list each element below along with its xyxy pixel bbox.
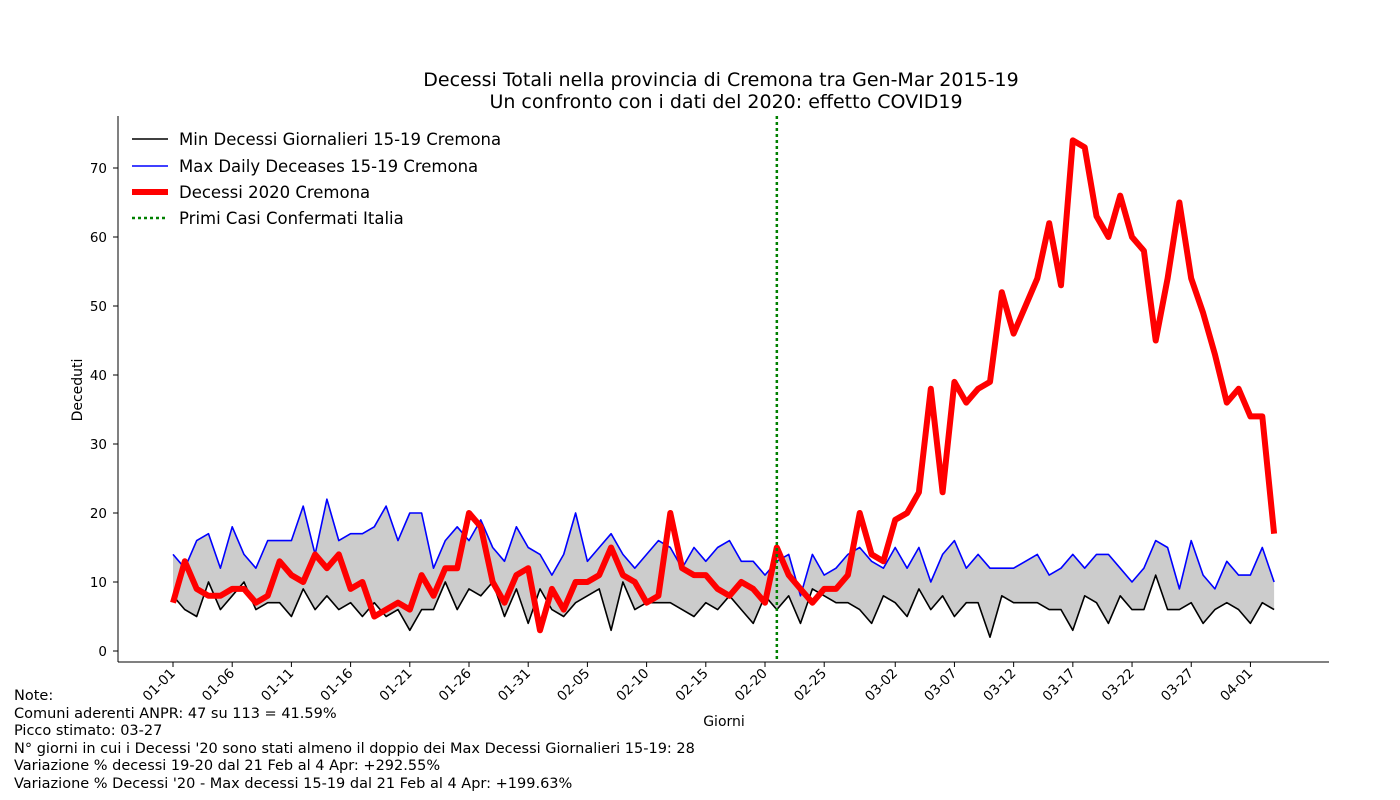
note-line: Variazione % Decessi '20 - Max decessi 1… bbox=[14, 775, 573, 792]
y-tick-label: 20 bbox=[90, 506, 107, 522]
chart-title: Decessi Totali nella provincia di Cremon… bbox=[423, 69, 1018, 91]
min-max-band bbox=[173, 499, 1275, 638]
notes-block: Note: Comuni aderenti ANPR: 47 su 113 = … bbox=[14, 688, 695, 793]
x-tick-label: 04-01 bbox=[1217, 666, 1256, 705]
legend-label-max: Max Daily Deceases 15-19 Cremona bbox=[179, 157, 478, 176]
x-tick-label: 03-22 bbox=[1099, 666, 1138, 705]
series-line-min bbox=[172, 574, 1275, 639]
x-tick-label: 03-02 bbox=[862, 666, 901, 705]
y-tick-label: 70 bbox=[90, 161, 107, 177]
y-tick-label: 50 bbox=[90, 299, 107, 315]
x-tick-label: 02-20 bbox=[732, 666, 771, 705]
x-tick-label: 03-07 bbox=[921, 666, 960, 705]
note-line: Variazione % decessi 19-20 dal 21 Feb al… bbox=[14, 758, 441, 774]
series-line-max bbox=[172, 498, 1275, 597]
note-line: N° giorni in cui i Decessi '20 sono stat… bbox=[14, 740, 695, 757]
x-axis-label: Giorni bbox=[703, 714, 745, 730]
y-ticks: 0 10 20 30 40 50 60 70 bbox=[90, 161, 118, 660]
y-tick-label: 40 bbox=[90, 368, 107, 384]
y-tick-label: 30 bbox=[90, 437, 107, 453]
series-line-2020 bbox=[170, 137, 1278, 634]
x-tick-label: 03-12 bbox=[980, 666, 1019, 705]
x-tick-label: 02-25 bbox=[791, 666, 830, 705]
chart-subtitle: Un confronto con i dati del 2020: effett… bbox=[489, 91, 962, 113]
legend-label-vline: Primi Casi Confermati Italia bbox=[179, 209, 404, 228]
x-tick-label: 03-27 bbox=[1158, 666, 1197, 705]
legend-label-min: Min Decessi Giornalieri 15-19 Cremona bbox=[179, 130, 501, 149]
y-tick-label: 0 bbox=[98, 644, 107, 660]
y-tick-label: 60 bbox=[90, 230, 107, 246]
plot-area bbox=[170, 116, 1278, 662]
note-line: Comuni aderenti ANPR: 47 su 113 = 41.59% bbox=[14, 705, 337, 722]
legend-label-2020: Decessi 2020 Cremona bbox=[179, 183, 370, 202]
x-tick-label: 03-17 bbox=[1040, 666, 1079, 705]
y-axis-label: Deceduti bbox=[70, 359, 86, 422]
note-line: Picco stimato: 03-27 bbox=[14, 723, 163, 739]
legend: Min Decessi Giornalieri 15-19 Cremona Ma… bbox=[132, 130, 501, 228]
y-tick-label: 10 bbox=[90, 575, 107, 591]
note-line: Note: bbox=[14, 688, 54, 704]
